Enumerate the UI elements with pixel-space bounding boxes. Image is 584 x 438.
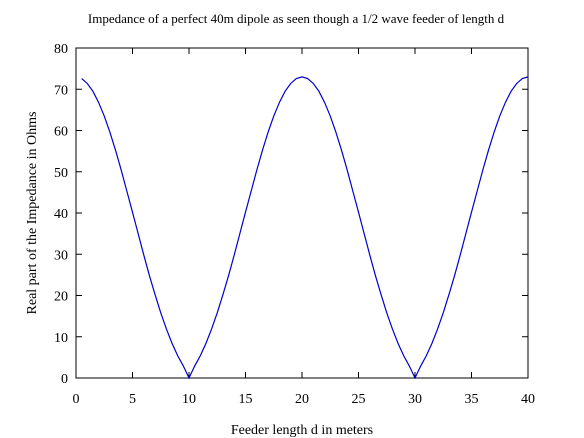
x-tick-label: 40 (521, 392, 535, 407)
x-tick-label: 0 (73, 392, 80, 407)
y-tick-label: 60 (54, 125, 68, 140)
y-tick-label: 20 (54, 290, 68, 305)
y-tick-label: 30 (54, 248, 68, 263)
y-tick-label: 70 (54, 83, 68, 98)
y-axis-label: Real part of the Impedance in Ohms (25, 112, 40, 315)
y-tick-label: 10 (54, 331, 68, 346)
x-tick-label: 35 (465, 392, 479, 407)
plot-frame (75, 47, 529, 379)
x-axis-label: Feeder length d in meters (231, 423, 373, 438)
x-tick-label: 10 (182, 392, 196, 407)
y-tick-label: 50 (54, 166, 68, 181)
axis-ticks: 0 5 10 15 20 25 30 35 40 0 10 20 30 40 50 60 70 80 (54, 42, 535, 407)
y-tick-label: 80 (54, 42, 68, 57)
x-tick-label: 25 (352, 392, 366, 407)
chart-title: Impedance of a perfect 40m dipole as see… (88, 11, 505, 26)
x-tick-label: 30 (408, 392, 422, 407)
x-tick-label: 5 (129, 392, 136, 407)
x-tick-label: 20 (295, 392, 309, 407)
series-line (81, 76, 529, 380)
y-tick-label: 40 (54, 207, 68, 222)
x-tick-label: 15 (239, 392, 253, 407)
y-tick-label: 0 (61, 372, 68, 387)
